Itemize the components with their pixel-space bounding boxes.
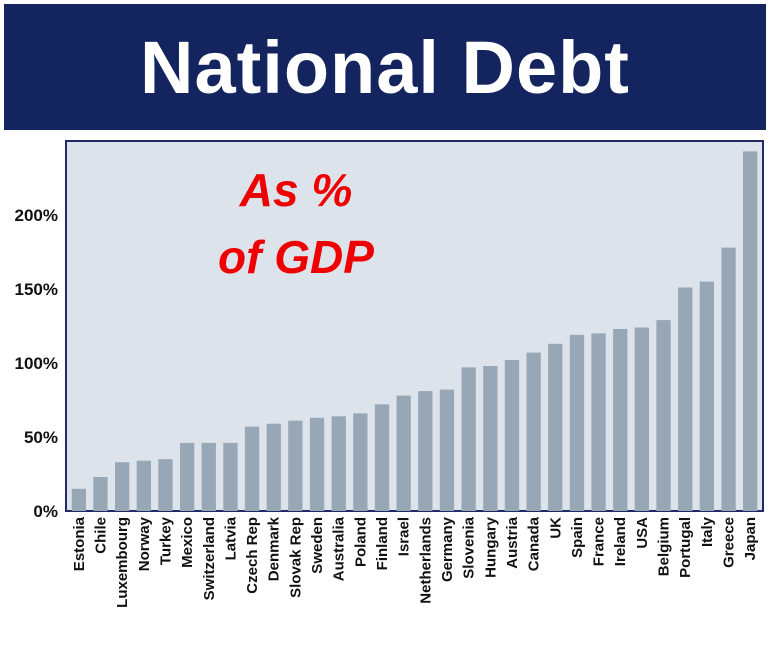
annotation-line-2: of GDP bbox=[218, 231, 374, 283]
bar-denmark bbox=[266, 423, 281, 511]
y-tick-label: 150% bbox=[15, 280, 58, 299]
bar-finland bbox=[374, 404, 390, 511]
title-banner: National Debt bbox=[4, 4, 766, 130]
x-tick-label: Japan bbox=[742, 517, 759, 560]
x-tick-label: USA bbox=[634, 517, 651, 549]
x-tick-label: Denmark bbox=[266, 516, 283, 581]
bar-germany bbox=[439, 389, 455, 511]
bar-belgium bbox=[656, 320, 671, 511]
x-tick-label: Luxembourg bbox=[114, 517, 131, 608]
x-tick-label: Ireland bbox=[612, 517, 629, 566]
x-tick-label: Netherlands bbox=[417, 517, 434, 604]
bar-latvia bbox=[223, 442, 238, 511]
bar-france bbox=[591, 333, 606, 511]
bar-hungary bbox=[483, 366, 498, 511]
x-tick-label: Sweden bbox=[309, 517, 326, 574]
bar-portugal bbox=[678, 287, 693, 511]
bar-slovenia bbox=[461, 367, 476, 511]
bar-mexico bbox=[180, 442, 195, 511]
x-tick-label: Slovenia bbox=[461, 516, 478, 578]
x-tick-label: Czech Rep bbox=[244, 517, 261, 594]
x-tick-label: Israel bbox=[396, 517, 413, 556]
bar-spain bbox=[569, 334, 585, 511]
bar-netherlands bbox=[418, 391, 433, 511]
x-tick-label: Switzerland bbox=[201, 517, 218, 600]
x-tick-label: Slovak Rep bbox=[287, 517, 304, 598]
bar-canada bbox=[526, 352, 541, 511]
bar-poland bbox=[353, 413, 368, 511]
x-tick-label: Turkey bbox=[158, 516, 175, 565]
bar-switzerland bbox=[201, 442, 216, 511]
bar-norway bbox=[136, 460, 151, 511]
x-tick-label: Italy bbox=[699, 516, 716, 547]
chart-title: National Debt bbox=[140, 25, 630, 109]
x-tick-label: France bbox=[591, 517, 608, 566]
bar-austria bbox=[504, 360, 520, 511]
bar-italy bbox=[699, 281, 714, 511]
x-tick-label: Spain bbox=[569, 517, 586, 558]
bar-greece bbox=[721, 247, 736, 511]
x-tick-label: Belgium bbox=[656, 517, 673, 576]
x-tick-label: Poland bbox=[352, 517, 369, 567]
annotation-line-1: As % bbox=[239, 164, 352, 216]
x-tick-label: Austria bbox=[504, 516, 521, 568]
bar-japan bbox=[743, 151, 758, 511]
bar-estonia bbox=[71, 488, 86, 511]
bar-slovak-rep bbox=[288, 420, 303, 511]
bar-uk bbox=[548, 343, 563, 511]
bar-turkey bbox=[158, 459, 173, 511]
y-tick-label: 50% bbox=[24, 428, 58, 447]
x-tick-label: Germany bbox=[439, 516, 456, 582]
y-tick-label: 100% bbox=[15, 354, 58, 373]
bar-israel bbox=[396, 395, 411, 511]
x-tick-label: Hungary bbox=[482, 516, 499, 578]
x-tick-label: Portugal bbox=[677, 517, 694, 578]
x-tick-label: Norway bbox=[136, 516, 153, 571]
x-tick-label: Australia bbox=[331, 516, 348, 581]
bar-chile bbox=[93, 477, 108, 511]
y-tick-label: 200% bbox=[15, 206, 58, 225]
x-tick-label: Chile bbox=[93, 517, 110, 554]
x-tick-label: Latvia bbox=[222, 516, 239, 560]
bar-luxembourg bbox=[115, 462, 130, 511]
x-tick-label: Finland bbox=[374, 517, 391, 570]
x-tick-label: Estonia bbox=[71, 516, 88, 571]
bar-czech-rep bbox=[244, 426, 260, 511]
bar-usa bbox=[634, 327, 649, 511]
x-tick-label: Greece bbox=[721, 517, 738, 568]
x-tick-label: UK bbox=[547, 517, 564, 539]
bar-australia bbox=[331, 416, 346, 511]
bar-sweden bbox=[309, 417, 325, 511]
x-tick-label: Canada bbox=[526, 516, 543, 571]
y-tick-label: 0% bbox=[33, 502, 58, 521]
bar-ireland bbox=[613, 329, 628, 511]
x-tick-label: Mexico bbox=[179, 517, 196, 568]
